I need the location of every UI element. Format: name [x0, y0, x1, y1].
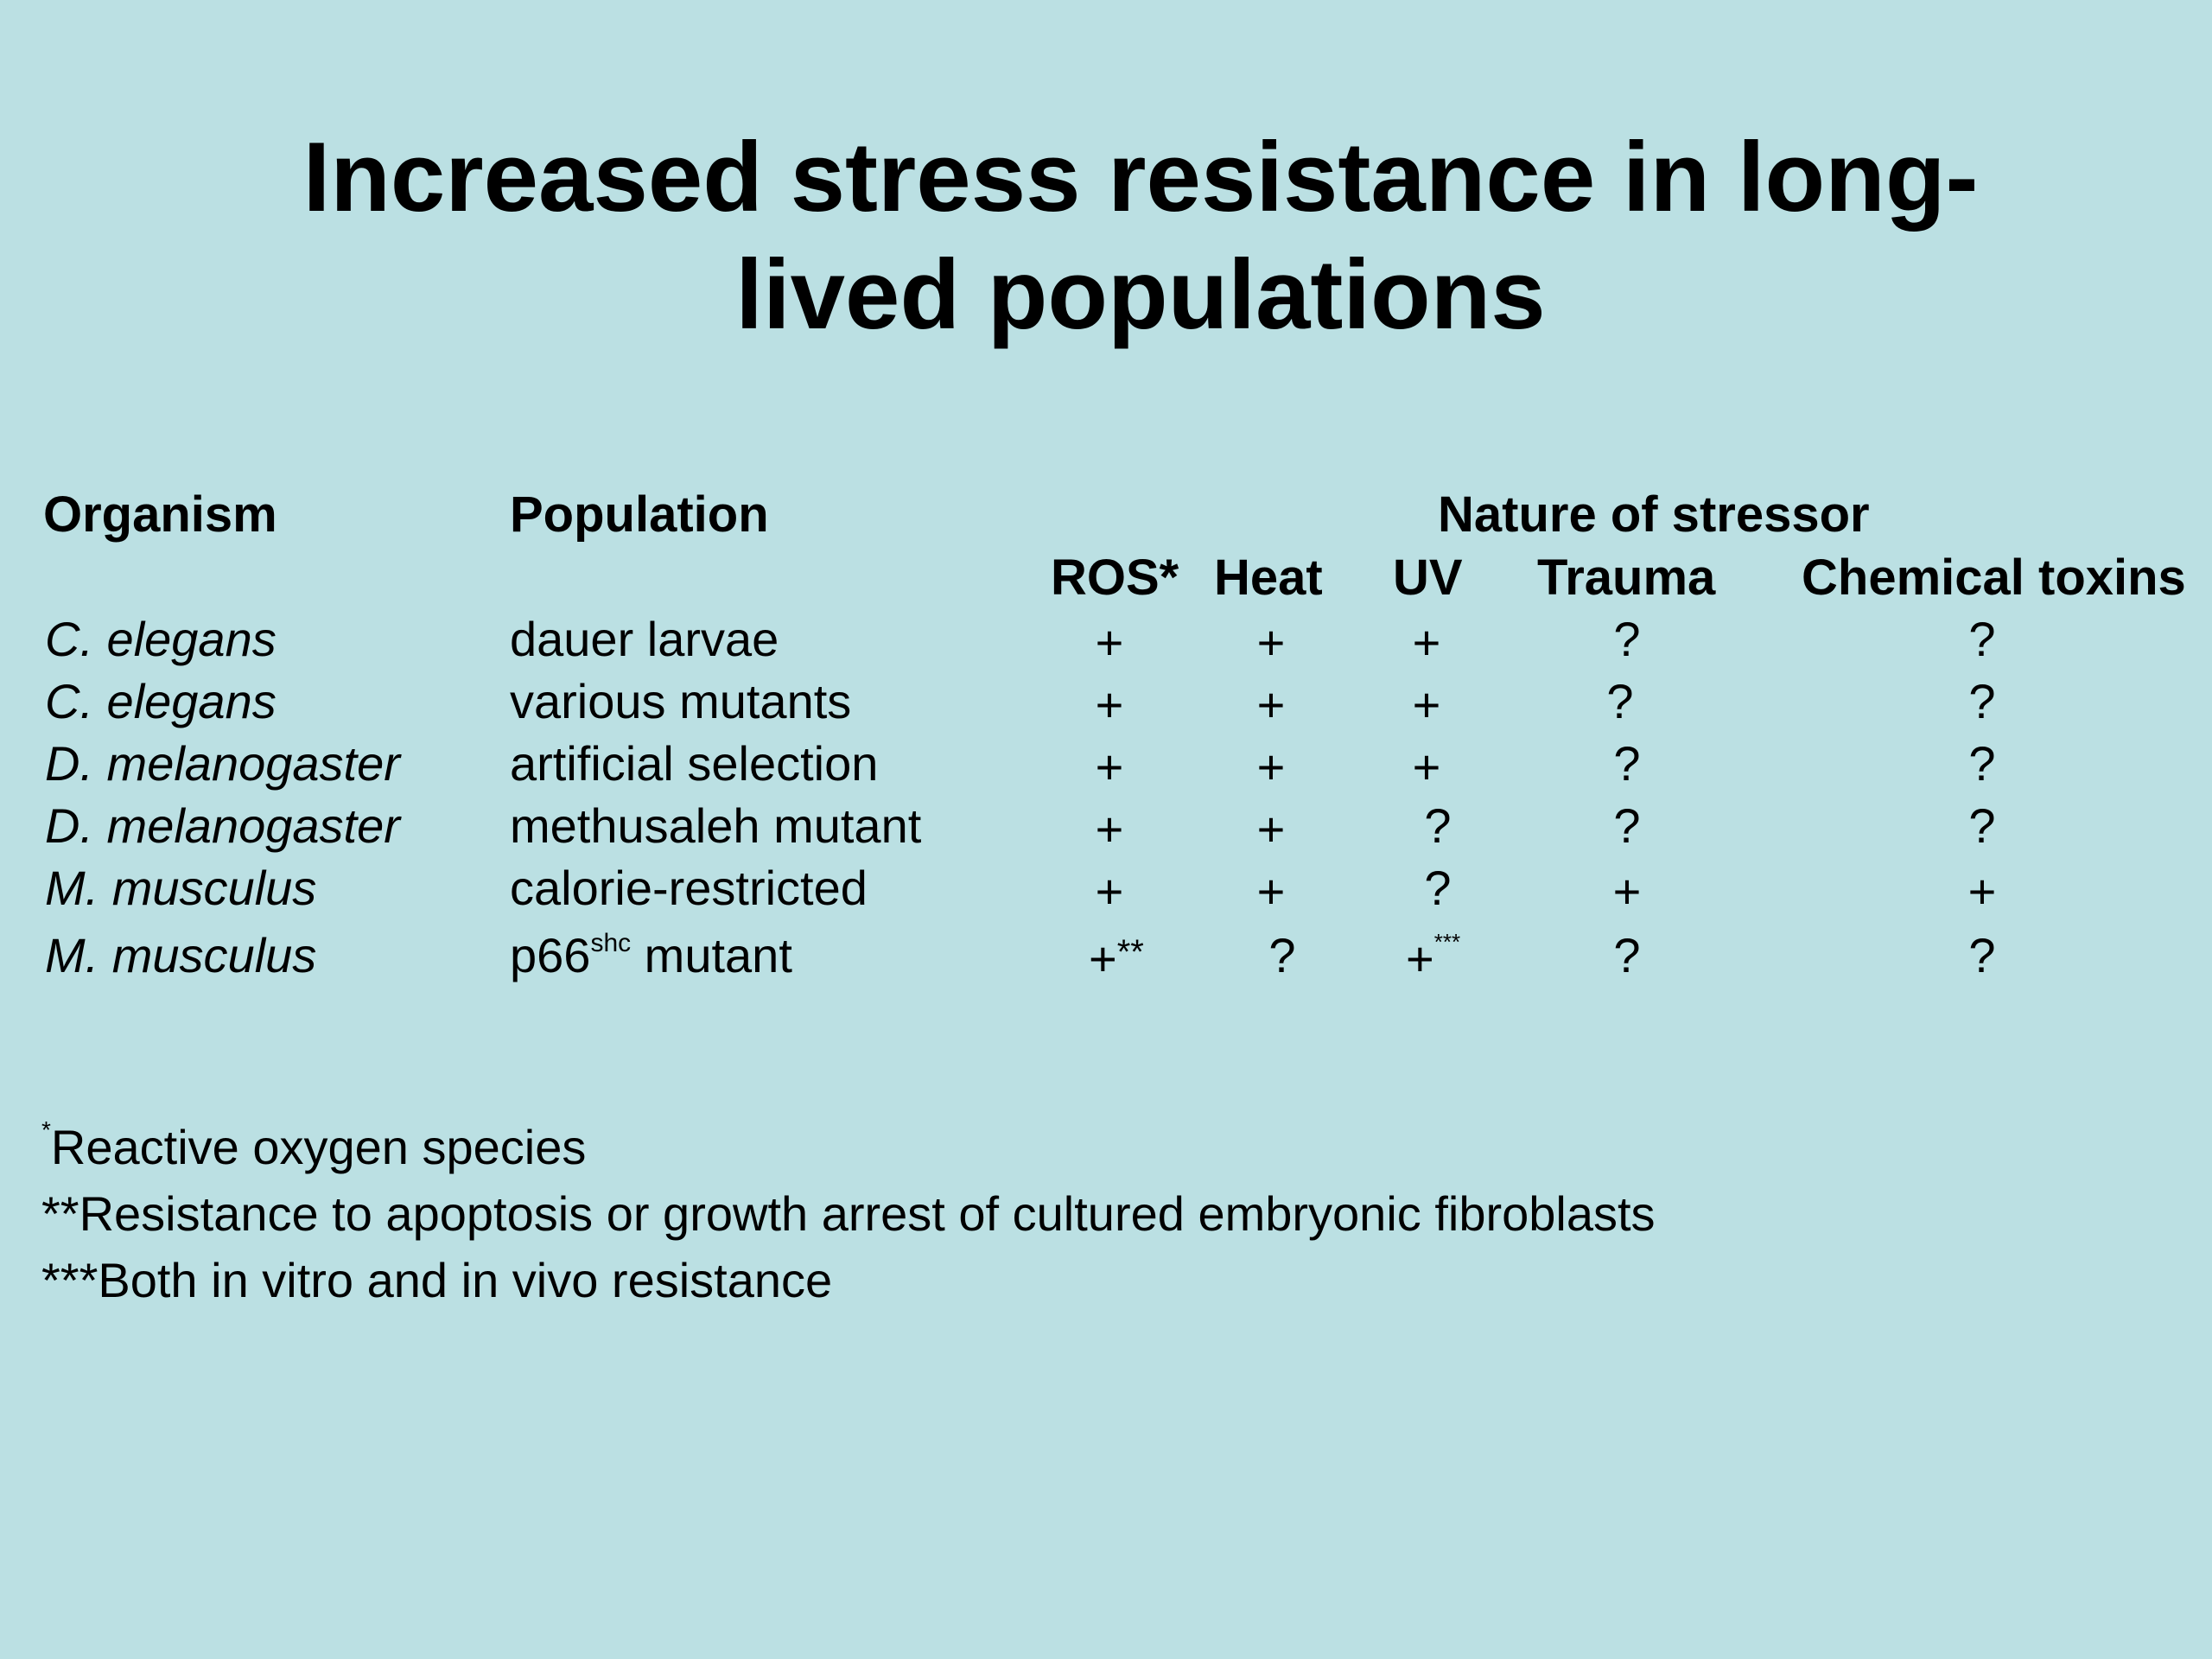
population-superscript: shc: [590, 929, 632, 957]
ros-cell: +: [1095, 677, 1124, 732]
population-cell: dauer larvae: [510, 612, 779, 666]
uv-cell: ?: [1424, 798, 1452, 853]
uv-footnote-mark: ***: [1433, 929, 1461, 955]
organism-cell: C. elegans: [45, 612, 276, 666]
ros-mark: +: [1089, 931, 1117, 986]
ros-cell: +: [1095, 740, 1124, 794]
header-ros: ROS*: [1051, 550, 1179, 606]
header-heat: Heat: [1214, 550, 1323, 606]
footnote-2: **Resistance to apoptosis or growth arre…: [41, 1186, 1656, 1241]
chemical-cell: ?: [1968, 798, 1996, 853]
heat-cell: +: [1256, 615, 1286, 670]
footnote-1: *Reactive oxygen species: [41, 1118, 587, 1174]
chemical-cell: ?: [1968, 736, 1996, 791]
footnote-3: ***Both in vitro and in vivo resistance: [41, 1253, 833, 1307]
header-uv: UV: [1393, 550, 1463, 606]
title-line-2: lived populations: [735, 240, 1546, 350]
ros-cell: +: [1095, 615, 1124, 670]
heat-cell: +: [1256, 677, 1286, 732]
uv-mark: +: [1406, 931, 1434, 986]
header-chemical-toxins: Chemical toxins: [1802, 550, 2186, 606]
header-population: Population: [510, 486, 769, 543]
organism-cell: M. musculus: [45, 861, 317, 915]
uv-cell: +: [1412, 615, 1441, 670]
uv-cell: ?: [1424, 861, 1452, 915]
header-nature-of-stressor: Nature of stressor: [1438, 486, 1870, 543]
chemical-cell: +: [1967, 864, 1997, 918]
footnote-1-text: Reactive oxygen species: [50, 1120, 587, 1174]
uv-cell: +: [1412, 740, 1441, 794]
footnote-1-mark: *: [41, 1116, 51, 1143]
trauma-cell: ?: [1613, 612, 1641, 666]
header-organism: Organism: [43, 486, 277, 543]
uv-cell: +: [1412, 677, 1441, 732]
organism-cell: D. melanogaster: [45, 798, 400, 853]
uv-cell: +***: [1406, 931, 1460, 983]
ros-cell: +**: [1089, 935, 1144, 983]
ros-footnote-mark: **: [1116, 933, 1144, 971]
chemical-cell: ?: [1968, 612, 1996, 666]
population-cell: calorie-restricted: [510, 861, 868, 915]
chemical-cell: ?: [1968, 928, 1996, 982]
header-trauma: Trauma: [1537, 550, 1716, 606]
ros-cell: +: [1095, 802, 1124, 856]
trauma-cell: ?: [1613, 736, 1641, 791]
population-suffix: mutant: [631, 928, 792, 982]
trauma-cell: ?: [1606, 674, 1634, 728]
heat-cell: +: [1256, 864, 1286, 918]
heat-cell: +: [1256, 802, 1286, 856]
trauma-cell: ?: [1613, 798, 1641, 853]
population-cell: artificial selection: [510, 736, 879, 791]
organism-cell: C. elegans: [45, 674, 276, 728]
trauma-cell: ?: [1613, 928, 1641, 982]
population-cell: p66shc mutant: [510, 931, 792, 980]
chemical-cell: ?: [1968, 674, 1996, 728]
slide-title: Increased stress resistance in long- liv…: [0, 119, 2212, 354]
trauma-cell: +: [1612, 864, 1642, 918]
population-cell: methusaleh mutant: [510, 798, 922, 853]
organism-cell: M. musculus: [45, 928, 317, 982]
ros-cell: +: [1095, 864, 1124, 918]
organism-cell: D. melanogaster: [45, 736, 400, 791]
title-line-1: Increased stress resistance in long-: [302, 123, 1979, 232]
population-cell: various mutants: [510, 674, 852, 728]
population-prefix: p66: [510, 928, 591, 982]
heat-cell: +: [1256, 740, 1286, 794]
heat-cell: ?: [1268, 928, 1296, 982]
